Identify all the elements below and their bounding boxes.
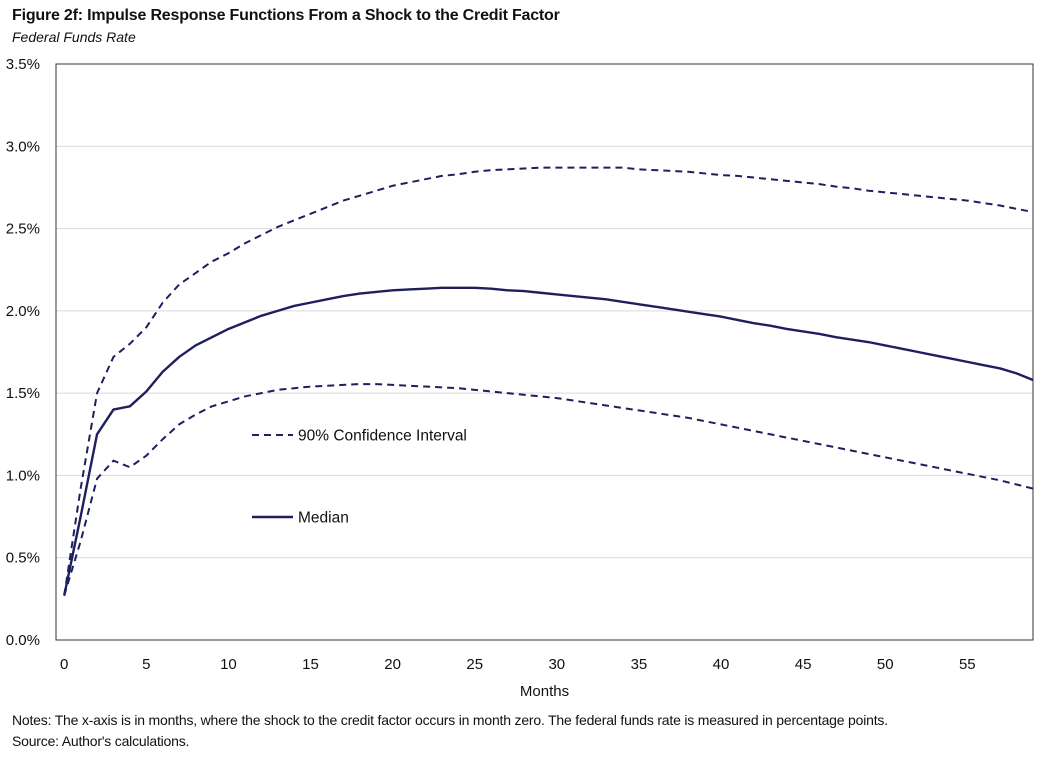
gridlines	[56, 145, 1033, 559]
x-tick-label: 50	[877, 656, 894, 673]
line-chart: 0.0% 0.5% 1.0% 1.5% 2.0% 2.5% 3.0% 3.5% 0 5 10 15 2…	[6, 56, 1034, 700]
plot-area-frame	[55, 63, 1034, 641]
series-lines	[63, 166, 1034, 596]
legend-label: 90% Confidence Interval	[298, 428, 467, 445]
y-tick-label: 1.5%	[6, 385, 40, 402]
x-axis-label: Months	[520, 683, 569, 700]
x-tick-label: 35	[631, 656, 648, 673]
x-tick-label: 5	[142, 656, 150, 673]
y-tick-label: 1.0%	[6, 467, 40, 484]
y-tick-label: 3.0%	[6, 138, 40, 155]
y-tick-label: 2.5%	[6, 221, 40, 238]
x-tick-label: 55	[959, 656, 976, 673]
chart-notes: Notes: The x-axis is in months, where th…	[12, 710, 888, 752]
y-tick-label: 0.0%	[6, 632, 40, 649]
x-axis-tick-labels: 0 5 10 15 20 25 30 35 40 45 50 55	[60, 656, 976, 673]
chart-title: Figure 2f: Impulse Response Functions Fr…	[12, 7, 560, 24]
x-tick-label: 15	[302, 656, 319, 673]
y-tick-label: 2.0%	[6, 303, 40, 320]
x-tick-label: 40	[713, 656, 730, 673]
x-tick-label: 20	[384, 656, 401, 673]
legend: 90% Confidence Interval Median	[252, 428, 467, 527]
x-tick-label: 30	[548, 656, 565, 673]
chart-subtitle: Federal Funds Rate	[12, 29, 136, 45]
y-tick-label: 3.5%	[6, 56, 40, 73]
ci-upper-line	[63, 166, 1034, 596]
ci-lower-line	[63, 383, 1034, 596]
x-tick-label: 10	[220, 656, 237, 673]
y-tick-label: 0.5%	[6, 550, 40, 567]
y-axis-tick-labels: 0.0% 0.5% 1.0% 1.5% 2.0% 2.5% 3.0% 3.5%	[6, 56, 40, 649]
source-text: Source: Author's calculations.	[12, 733, 190, 749]
notes-text: Notes: The x-axis is in months, where th…	[12, 712, 888, 728]
x-tick-label: 25	[466, 656, 483, 673]
x-tick-label: 0	[60, 656, 68, 673]
x-tick-label: 45	[795, 656, 812, 673]
median-line	[63, 286, 1034, 596]
legend-label: Median	[298, 510, 349, 527]
